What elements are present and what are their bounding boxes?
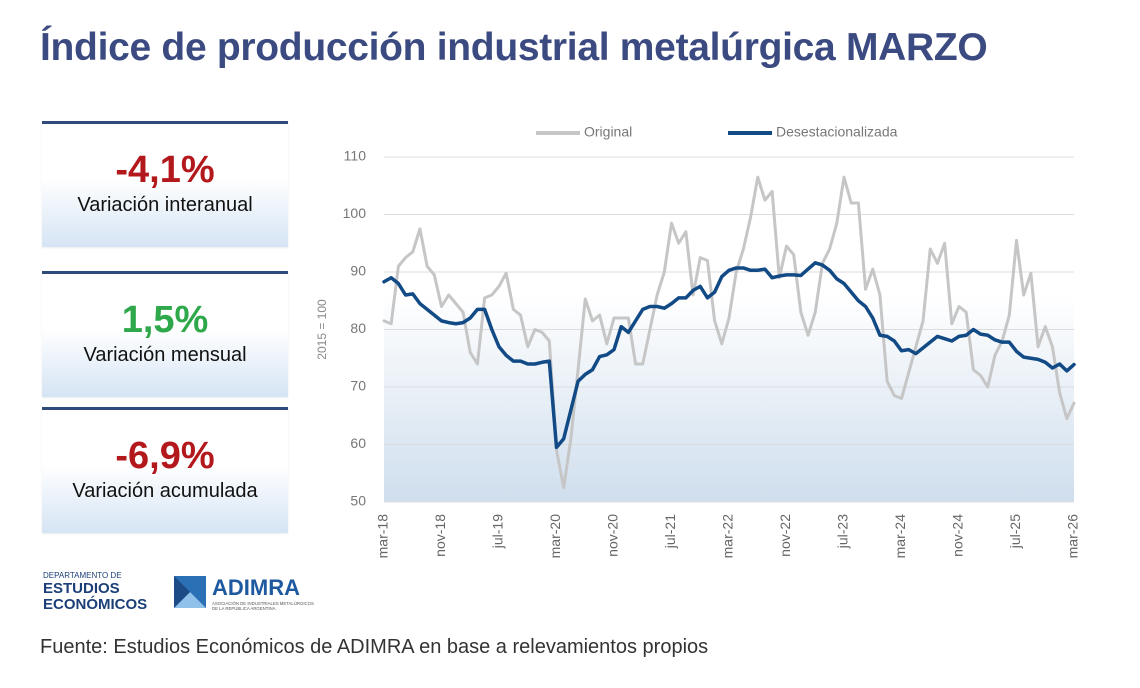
y-tick-label: 100 [343, 205, 367, 221]
chart: 50 60 70 80 90 100 110 2015 = 100 mar-18 nov-18 ju… [315, 124, 1081, 559]
x-tick-label: nov-24 [950, 514, 966, 557]
source-note: Fuente: Estudios Económicos de ADIMRA en… [40, 636, 709, 658]
x-tick-label: jul-21 [662, 514, 678, 549]
y-tick-label: 70 [350, 378, 366, 394]
x-tick-label: mar-20 [547, 514, 563, 559]
series-line [382, 175, 1076, 490]
legend-label: Desestacionalizada [776, 124, 898, 140]
x-tick-label: nov-18 [432, 514, 448, 557]
logo-text: DEPARTAMENTO DE [43, 571, 122, 580]
x-tick-label: mar-22 [720, 514, 736, 559]
kpi-value: 1,5% [121, 299, 209, 341]
page-title: Índice de producción industrial metalúrg… [40, 26, 988, 69]
y-tick-label: 80 [350, 320, 366, 336]
x-tick-label: mar-26 [1065, 514, 1081, 559]
x-tick-label: jul-25 [1007, 514, 1023, 549]
kpi-label: Variación interanual [77, 194, 253, 216]
kpi-label: Variación acumulada [72, 480, 258, 502]
x-tick-label: jul-19 [490, 514, 506, 549]
kpi-label: Variación mensual [83, 344, 247, 366]
logo-text: ESTUDIOS [43, 580, 120, 597]
kpi-card: -4,1% Variación interanual [42, 121, 288, 247]
logo-text: DE LA REPÚBLICA ARGENTINA [212, 606, 276, 611]
department-logo: DEPARTAMENTO DE ESTUDIOS ECONÓMICOS [43, 571, 148, 613]
kpi-value: -4,1% [115, 149, 215, 191]
y-tick-label: 110 [344, 148, 367, 164]
series-line [382, 261, 1076, 450]
kpi-card: -6,9% Variación acumulada [42, 407, 288, 533]
y-axis-title: 2015 = 100 [315, 299, 329, 360]
x-tick-label: nov-22 [777, 514, 793, 557]
x-tick-label: mar-18 [375, 514, 391, 559]
logo-text: ECONÓMICOS [43, 596, 148, 613]
x-tick-label: nov-20 [605, 514, 621, 557]
legend-label: Original [584, 124, 632, 140]
logo-text: ADIMRA [212, 575, 300, 600]
logo-icon [174, 592, 206, 608]
kpi-value: -6,9% [115, 435, 215, 477]
x-tick-label: jul-23 [835, 514, 851, 549]
logo-icon [174, 576, 190, 608]
y-tick-label: 90 [350, 263, 366, 279]
x-tick-label: mar-24 [892, 514, 908, 559]
y-tick-label: 50 [350, 493, 366, 509]
kpi-card: 1,5% Variación mensual [42, 271, 288, 397]
y-tick-label: 60 [350, 435, 366, 451]
logo-text: ASOCIACIÓN DE INDUSTRIALES METALÚRGICOS [212, 601, 314, 606]
adimra-logo: ADIMRA ASOCIACIÓN DE INDUSTRIALES METALÚ… [174, 575, 314, 611]
